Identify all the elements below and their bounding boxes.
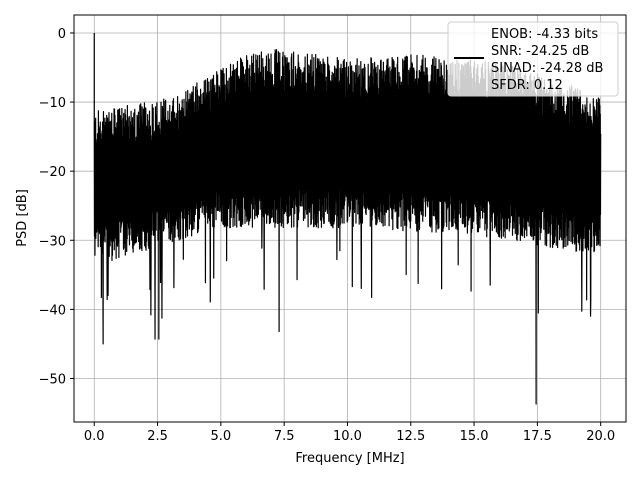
y-tick-label: −20 <box>39 165 66 180</box>
x-axis-label: Frequency [MHz] <box>295 451 404 466</box>
legend-enob: ENOB: -4.33 bits <box>491 27 598 42</box>
plot-frame <box>73 14 627 423</box>
legend-snr: SNR: -24.25 dB <box>491 44 589 59</box>
x-tick-label: 17.5 <box>523 429 552 444</box>
y-tick-label: −40 <box>39 303 66 318</box>
legend-box <box>447 21 619 97</box>
x-tick-label: 0.0 <box>84 429 105 444</box>
x-tick-label: 2.5 <box>147 429 168 444</box>
x-tick-label: 12.5 <box>396 429 425 444</box>
y-tick-label: 0 <box>58 27 66 42</box>
x-tick-label: 5.0 <box>211 429 232 444</box>
legend-sfdr: SFDR: 0.12 <box>491 78 563 93</box>
psd-trace <box>93 32 602 405</box>
x-tick-label: 10.0 <box>333 429 362 444</box>
y-tick-label: −10 <box>39 96 66 111</box>
x-tick-label: 20.0 <box>586 429 615 444</box>
legend-sinad: SINAD: -24.28 dB <box>491 61 603 76</box>
psd-series-line <box>93 32 602 405</box>
y-axis-label: PSD [dB] <box>15 189 30 247</box>
y-tick-label: −30 <box>39 234 66 249</box>
y-tick-label: −50 <box>39 372 66 387</box>
x-axis-ticks: 0.0 2.5 5.0 7.5 10.0 12.5 15.0 17.5 20.0 <box>84 422 615 444</box>
y-axis-ticks: 0 −10 −20 −30 −40 −50 <box>39 27 74 387</box>
x-tick-label: 15.0 <box>460 429 489 444</box>
legend: ENOB: -4.33 bits SNR: -24.25 dB SINAD: -… <box>447 21 619 97</box>
x-tick-label: 7.5 <box>274 429 295 444</box>
